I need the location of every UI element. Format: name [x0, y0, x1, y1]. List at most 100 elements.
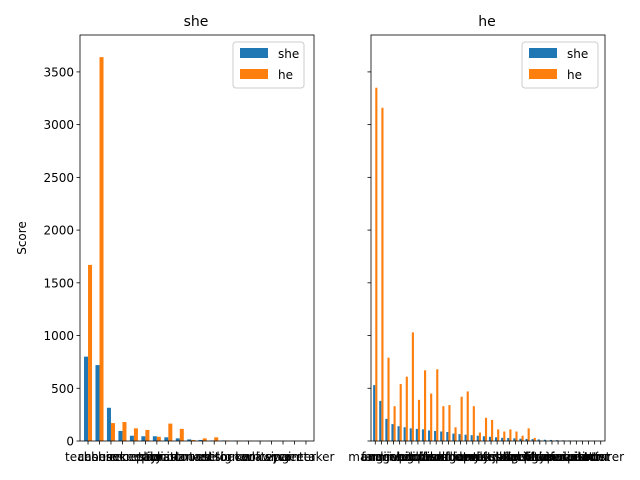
bar-she-architect: [501, 437, 504, 441]
bar-he-builder: [417, 399, 421, 441]
y-tick-label: 3500: [43, 65, 74, 79]
x-tick-label: surgeon: [430, 450, 479, 464]
x-tick-label: driver: [376, 450, 411, 464]
x-tick-label: economist: [527, 450, 590, 464]
bar-he-manager: [375, 87, 378, 442]
bar-she-driver: [391, 424, 394, 441]
bar-he-editor: [214, 437, 219, 441]
bar-he-driver: [393, 406, 396, 441]
bar-she-surgeon: [452, 433, 455, 441]
x-tick-label: caretaker: [278, 450, 335, 464]
x-tick-label: counselor: [174, 450, 232, 464]
bar-he-laborer: [527, 428, 530, 441]
y-ticks: 0 500 1000 1500 2000 2500 3000 3500: [43, 65, 80, 449]
bar-he-soldier: [448, 405, 451, 441]
x-tick-label: receptionist: [110, 450, 181, 464]
x-tick-label: supervisor: [533, 450, 596, 464]
x-tick-label: baker: [220, 450, 254, 464]
x-tick-label: lecturer: [577, 450, 624, 464]
x-tick-label: farmer: [361, 450, 401, 464]
y-tick-label: 0: [66, 435, 74, 449]
x-tick-label: firefighter: [504, 450, 563, 464]
bar-she-soldier: [446, 432, 449, 441]
bar-she-analyst: [476, 435, 479, 441]
bar-he-judge: [509, 429, 512, 441]
bar-she-engineer: [385, 418, 388, 441]
bar-he-farmer: [381, 107, 384, 441]
bar-she-librarian: [164, 437, 169, 441]
bar-she-firefighter: [531, 439, 534, 441]
bar-he-librarian: [168, 423, 173, 441]
bar-he-counselor: [202, 438, 207, 441]
bar-she-developer: [482, 436, 485, 441]
x-tick-label: dancer: [171, 450, 213, 464]
bar-she-economist: [555, 440, 559, 441]
bar-he-mechanic: [399, 384, 402, 441]
x-tick-label: architect: [477, 450, 530, 464]
bar-he-analyst: [478, 432, 481, 441]
x-tick-label: professor: [463, 450, 519, 464]
bar-she-banker: [495, 437, 498, 441]
legend-label-he: he: [278, 68, 293, 82]
bar-he-receptionist: [145, 429, 150, 441]
x-tick-label: painter: [567, 450, 610, 464]
x-tick-label: director: [559, 450, 606, 464]
x-tick-label: singer: [264, 450, 301, 464]
bar-he-officer: [430, 393, 433, 441]
x-tick-label: inventor: [545, 450, 595, 464]
bar-he-nurse: [110, 423, 115, 441]
x-tick-label: librarian: [143, 450, 193, 464]
x-tick-label: janitor: [385, 450, 425, 464]
y-tick-label: 1000: [43, 329, 74, 343]
legend-swatch-she: [240, 48, 268, 58]
bar-she-mover: [543, 439, 546, 441]
bar-she-officer: [427, 430, 431, 441]
bar-he-guard: [424, 370, 427, 441]
x-tick-label: mechanic: [371, 450, 429, 464]
x-tick-label: guard: [407, 450, 442, 464]
x-tick-label: accountant: [146, 450, 214, 464]
bar-she-farmer: [379, 400, 382, 441]
bar-he-banker: [497, 429, 500, 441]
bar-he-housekeeper: [122, 422, 127, 441]
bar-he-carpenter: [521, 435, 524, 441]
bar-he-secretary: [133, 428, 138, 441]
bar-he-cashier: [99, 57, 104, 442]
x-tick-label: mover: [527, 450, 566, 464]
y-axis-label: Score: [15, 221, 29, 255]
x-tick-label: cook: [235, 450, 263, 464]
legend-label-he: he: [567, 68, 582, 82]
axes-frame: [370, 34, 606, 442]
legend-swatch-she: [529, 48, 557, 58]
legend: she he: [521, 41, 599, 89]
bar-he-teacher: [88, 264, 93, 441]
bar-he-accountant: [179, 428, 184, 441]
x-tick-label: editor: [197, 450, 232, 464]
bar-she-guard: [421, 429, 425, 441]
y-ticks: [367, 71, 371, 442]
panel-title-he: he: [478, 14, 496, 30]
bar-she-carpenter: [519, 438, 522, 441]
x-tick-label: engineer: [361, 450, 414, 464]
bar-she-stylist: [152, 436, 157, 441]
bar-he-stylist: [156, 436, 161, 441]
panel-title-she: she: [184, 14, 209, 30]
bar-she-chef: [434, 430, 437, 441]
bar-he-lawyer: [472, 406, 475, 441]
bar-he-architect: [503, 431, 506, 441]
bar-she-nurse: [106, 407, 111, 441]
x-tick-label: cashier: [78, 450, 122, 464]
x-tick-label: developer: [455, 450, 515, 464]
bar-he-professor: [491, 419, 494, 441]
bar-she-janitor: [403, 427, 406, 441]
bar-he-engineer: [387, 357, 390, 441]
x-tick-label: artist: [579, 450, 611, 464]
bar-she-manager: [373, 385, 376, 441]
x-tick-label: writer: [243, 450, 278, 464]
bar-she-doctor: [458, 434, 461, 441]
legend-swatch-he: [529, 69, 557, 79]
x-tick-label: designer: [200, 450, 252, 464]
bar-she-cashier: [95, 365, 100, 441]
bar-he-plumber: [442, 406, 445, 441]
bar-he-sheriff: [515, 431, 518, 441]
